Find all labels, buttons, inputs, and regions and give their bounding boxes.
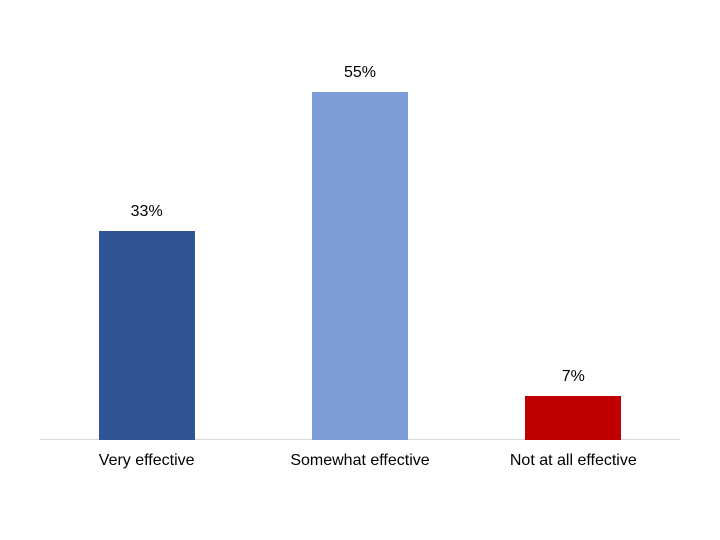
bar-value-label: 55% xyxy=(264,64,456,82)
bar-slot: 55% xyxy=(253,60,466,440)
x-axis-label: Very effective xyxy=(40,440,253,540)
x-axis-label: Somewhat effective xyxy=(253,440,466,540)
bar-chart: 33% 55% 7% Very effectiveSomewhat effectiv… xyxy=(0,0,720,540)
bar-rect xyxy=(312,92,408,440)
x-axis-label: Not at all effective xyxy=(467,440,680,540)
x-axis-labels: Very effectiveSomewhat effectiveNot at a… xyxy=(40,440,680,540)
bar-column: 7% xyxy=(525,60,621,440)
bar-column: 33% xyxy=(99,60,195,440)
bar-slot: 7% xyxy=(467,60,680,440)
bar-slot: 33% xyxy=(40,60,253,440)
bar-column: 55% xyxy=(312,60,408,440)
bar-value-label: 33% xyxy=(51,203,243,221)
bar-rect xyxy=(99,231,195,440)
bar-value-label: 7% xyxy=(477,368,669,386)
bar-rect xyxy=(525,396,621,440)
bars-container: 33% 55% 7% xyxy=(40,60,680,440)
plot-area: 33% 55% 7% xyxy=(40,60,680,440)
